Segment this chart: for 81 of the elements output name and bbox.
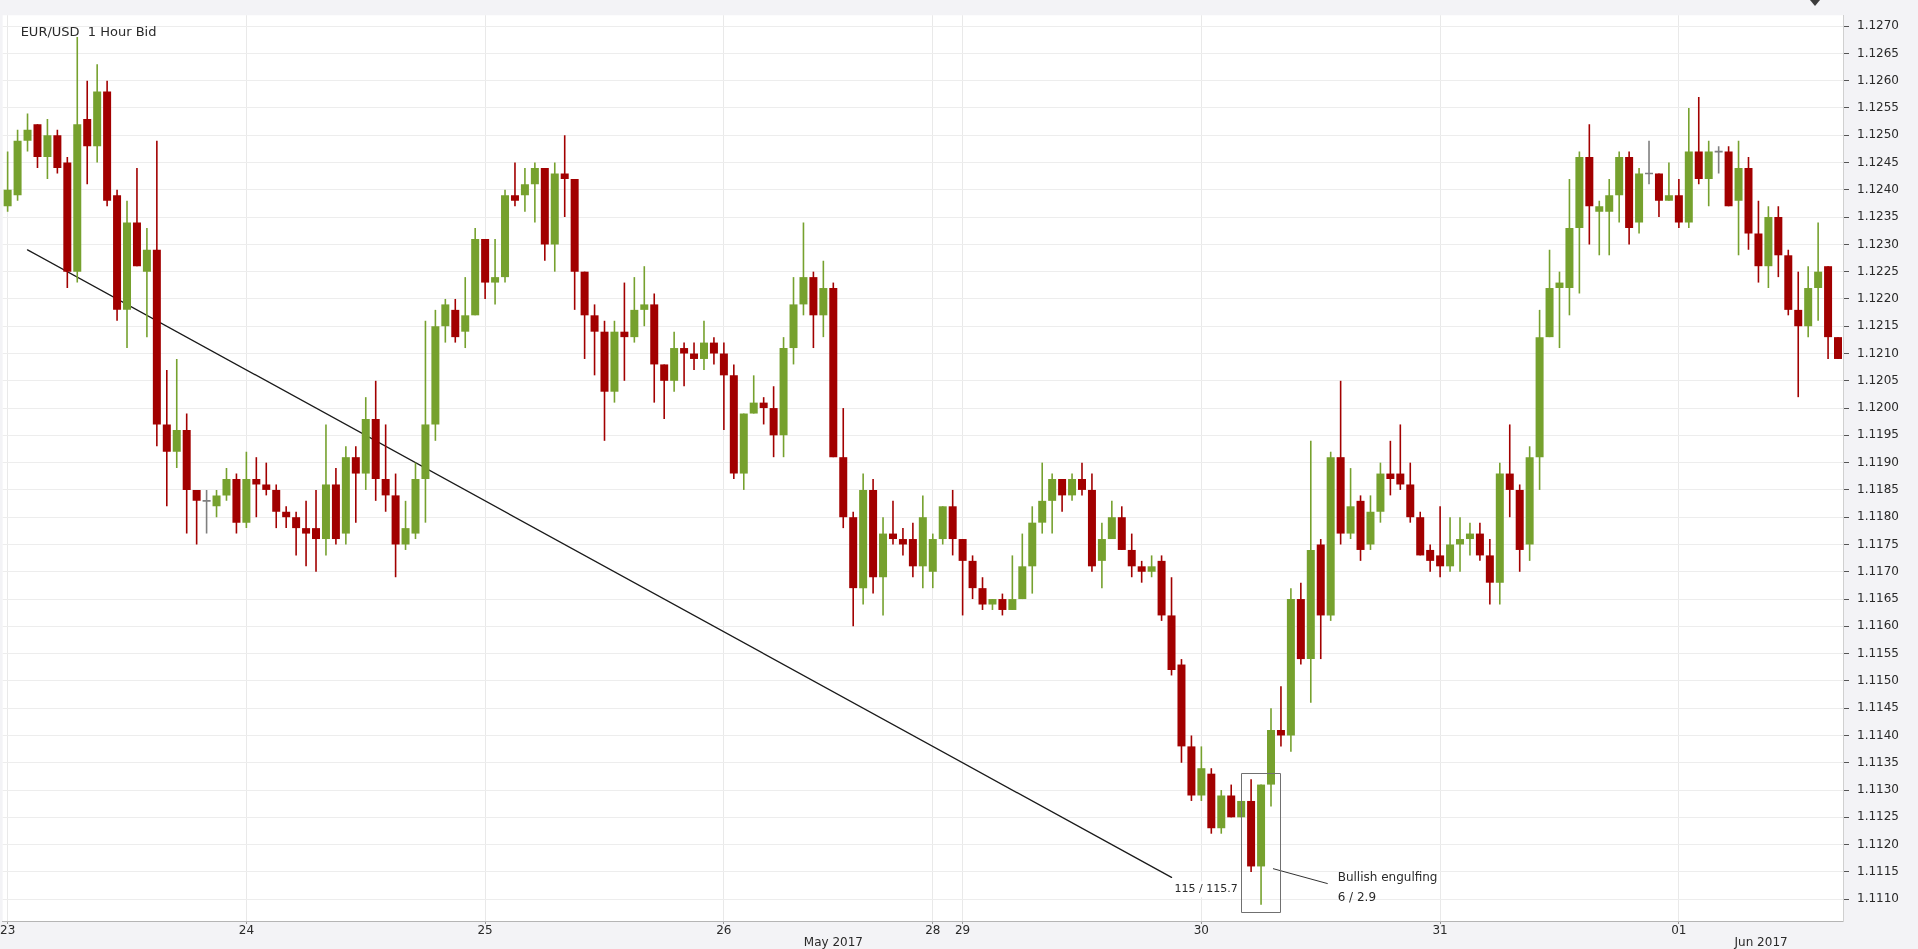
y-tick-label: 1.1245: [1857, 154, 1899, 169]
y-tick-label: 1.1130: [1857, 782, 1899, 797]
y-tick-label: 1.1165: [1857, 591, 1899, 606]
candlestick: [83, 80, 92, 185]
y-tick-label: 1.1205: [1857, 372, 1899, 387]
candlestick: [351, 446, 360, 523]
y-tick-label: 1.1145: [1857, 700, 1899, 715]
candlestick: [888, 500, 897, 545]
candlestick: [162, 369, 171, 507]
candlestick: [530, 162, 539, 223]
candlestick: [719, 342, 728, 430]
x-tick-label: 31: [1432, 923, 1448, 938]
y-tick-label: 1.1240: [1857, 181, 1899, 196]
y-tick-label: 1.1125: [1857, 809, 1899, 824]
y-tick-label: 1.1215: [1857, 318, 1899, 333]
y-tick-label: 1.1155: [1857, 645, 1899, 660]
candlestick: [510, 162, 519, 207]
y-tick-label: 1.1120: [1857, 836, 1899, 851]
x-tick-label: 29: [954, 923, 971, 938]
x-tick-label: 25: [477, 923, 493, 938]
y-tick-label: 1.1170: [1857, 563, 1899, 578]
y-tick-label: 1.1175: [1857, 536, 1899, 551]
y-tick-label: 1.1250: [1857, 127, 1899, 142]
candlestick: [1605, 178, 1614, 256]
candlestick: [1505, 424, 1514, 518]
y-tick-label: 1.1265: [1857, 45, 1899, 60]
candlestick: [1465, 522, 1474, 556]
y-tick-label: 1.1230: [1857, 236, 1899, 251]
y-tick-label: 1.1135: [1857, 754, 1899, 769]
y-tick-label: 1.1260: [1857, 72, 1899, 87]
x-tick-label: 01: [1671, 923, 1687, 938]
x-tick-label: 28: [925, 923, 941, 938]
candlestick: [1436, 506, 1445, 578]
y-tick-label: 1.1115: [1857, 864, 1899, 879]
candlestick: [520, 167, 529, 212]
candlestick: [491, 238, 500, 305]
candlestick: [1664, 162, 1673, 201]
series-label: 115 / 115.7: [1174, 882, 1238, 896]
y-tick-label: 1.1225: [1857, 263, 1899, 278]
y-tick-label: 1.1200: [1857, 400, 1899, 415]
candlestick: [749, 375, 758, 414]
candlestick: [1794, 271, 1803, 398]
candlestick: [1456, 517, 1465, 572]
x-tick-label: 26: [716, 923, 732, 938]
x-tick-label: 30: [1193, 923, 1210, 938]
candlestick: [172, 358, 181, 469]
y-tick-label: 1.1255: [1857, 100, 1899, 115]
text: May 2017: [803, 935, 863, 949]
candlestick: [1276, 686, 1285, 747]
candlestick: [262, 462, 271, 496]
candlestick: [560, 135, 569, 218]
candlestick: [292, 511, 301, 556]
y-tick-label: 1.1190: [1857, 454, 1899, 469]
y-tick-label: 1.1110: [1857, 891, 1899, 906]
candlestick: [690, 342, 699, 370]
candlestick: [302, 500, 311, 567]
y-tick-label: 1.1220: [1857, 291, 1899, 306]
y-tick-label: 1.1185: [1857, 482, 1899, 497]
candlestick: [282, 506, 291, 529]
y-tick-label: 1.1140: [1857, 727, 1899, 742]
y-tick-label: 1.1195: [1857, 427, 1899, 442]
annotation: 6 / 2.9: [1337, 889, 1377, 904]
text: EUR/USD 1 Hour Bid: [20, 23, 157, 39]
candlestick: [1595, 200, 1604, 256]
y-tick-label: 1.1210: [1857, 345, 1899, 360]
candlestick: [461, 277, 470, 349]
y-tick-label: 1.1180: [1857, 509, 1899, 524]
annotation: Bullish engulfing: [1337, 869, 1438, 884]
y-tick-label: 1.1270: [1857, 18, 1899, 33]
x-tick-label: 23: [0, 923, 16, 938]
candlestick: [898, 528, 907, 556]
y-tick-label: 1.1150: [1857, 673, 1899, 688]
candlestick: [312, 489, 321, 572]
y-tick-label: 1.1160: [1857, 618, 1899, 633]
candlestick: [680, 342, 689, 387]
candlestick: [640, 266, 649, 327]
candlestick: [1814, 222, 1823, 321]
text: Jun 2017: [1733, 935, 1788, 949]
candlestick: [142, 228, 151, 338]
x-tick-label: 24: [238, 923, 255, 938]
y-tick-label: 1.1235: [1857, 209, 1899, 224]
